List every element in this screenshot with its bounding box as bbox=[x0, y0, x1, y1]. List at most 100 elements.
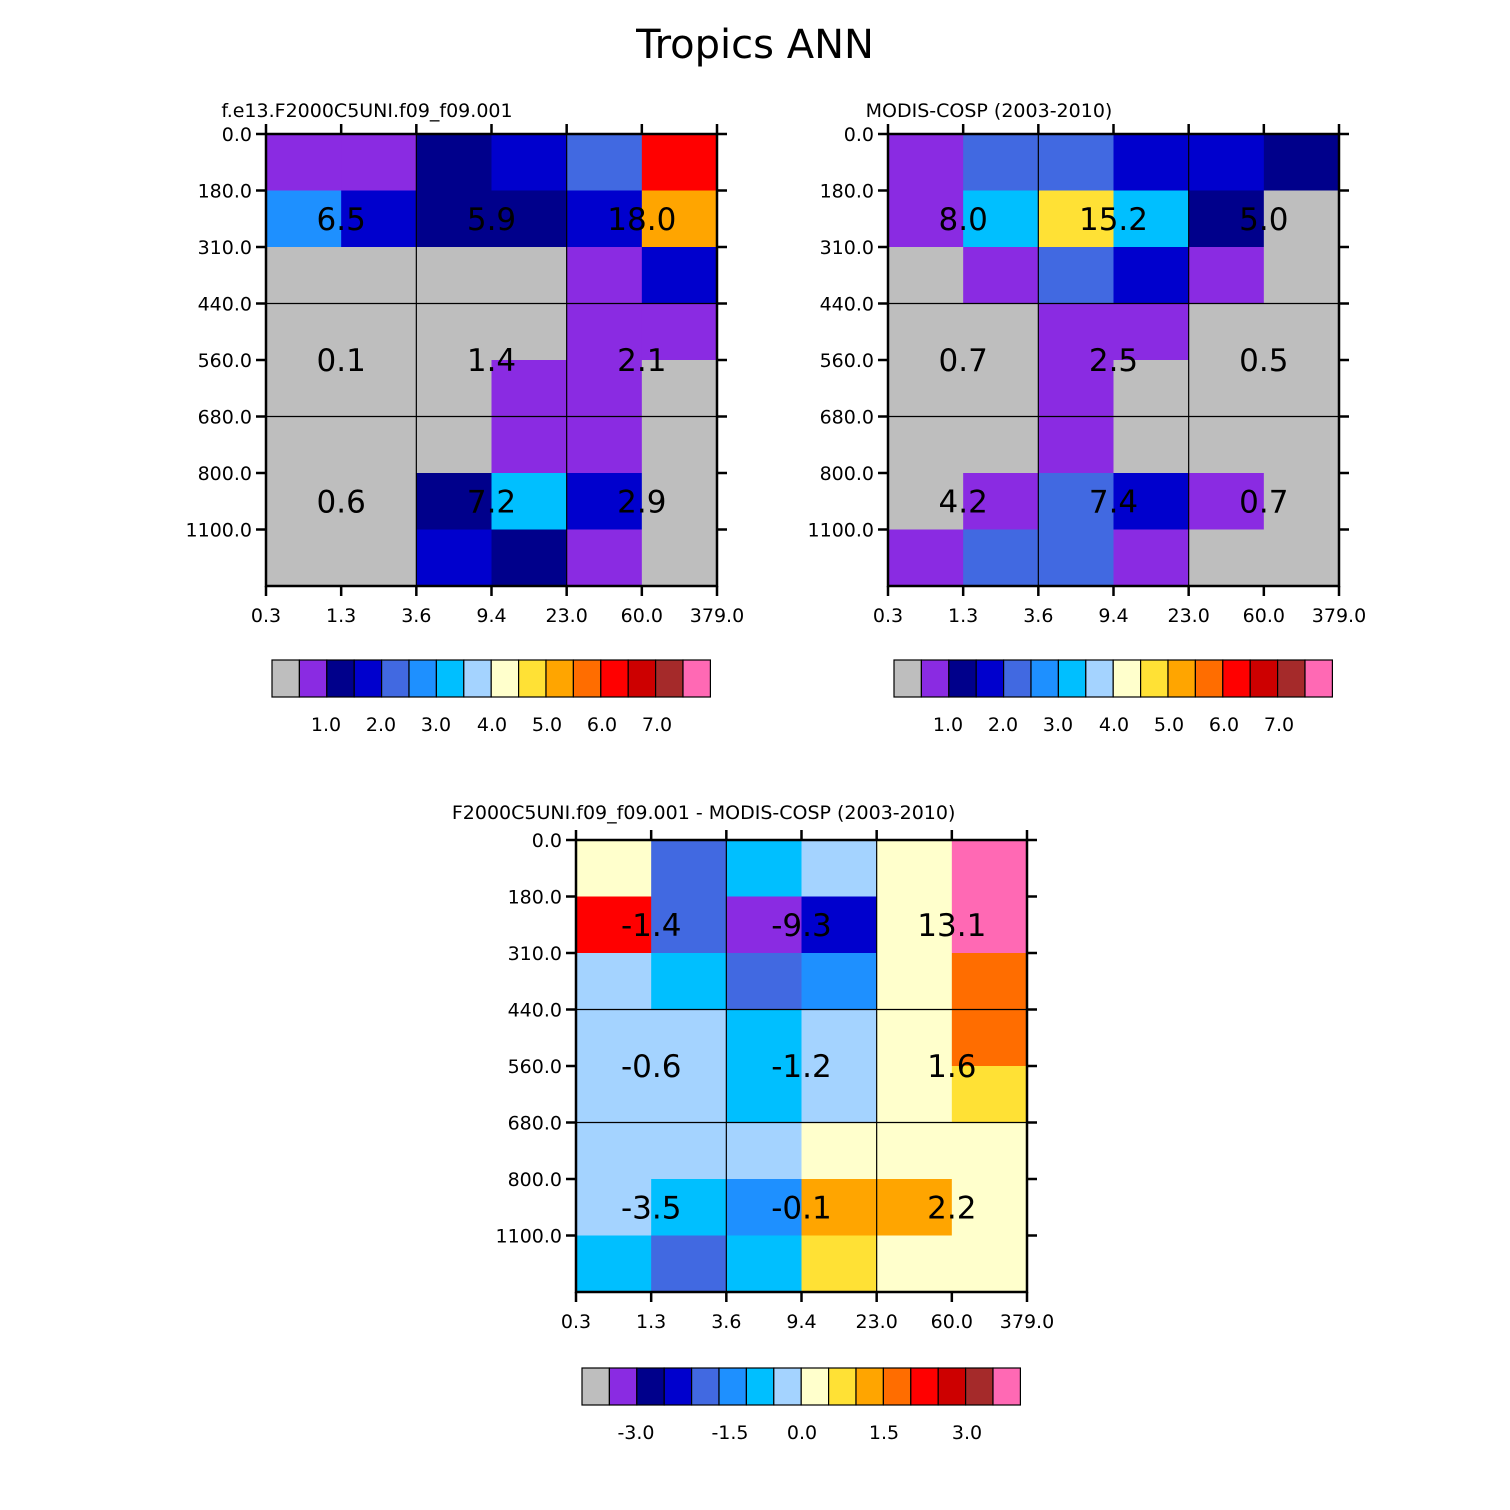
heatmap-cell bbox=[951, 840, 1028, 898]
colorbar-swatch bbox=[773, 1367, 802, 1406]
heatmap-cell bbox=[491, 473, 568, 531]
y-tick-label: 180.0 bbox=[508, 887, 562, 909]
y-tick-label: 440.0 bbox=[820, 294, 874, 316]
colorbar-label: -3.0 bbox=[617, 1422, 654, 1444]
heatmap-cell bbox=[801, 1122, 878, 1180]
colorbar-label: -1.5 bbox=[711, 1422, 748, 1444]
heatmap-cell bbox=[1188, 529, 1265, 587]
heatmap-cell bbox=[1188, 247, 1265, 305]
group-value-label: 4.2 bbox=[939, 484, 988, 520]
heatmap-cell bbox=[266, 473, 342, 531]
x-tick-label: 1.3 bbox=[636, 1311, 666, 1333]
group-value-label: -9.3 bbox=[771, 908, 832, 944]
group-value-label: 8.0 bbox=[939, 202, 988, 238]
y-axis: 0.0 180.0 310.0 440.0 560.0 680.0 800.0 1100.0 bbox=[186, 124, 727, 542]
heatmap-cell bbox=[266, 416, 342, 474]
heatmap-cell bbox=[641, 473, 718, 531]
colorbar-swatch bbox=[408, 659, 437, 698]
heatmap-cell bbox=[951, 1009, 1028, 1067]
figure-title: Tropics ANN bbox=[636, 22, 874, 68]
heatmap-cell bbox=[491, 190, 568, 248]
colorbar-label: 3.0 bbox=[1043, 714, 1073, 736]
colorbar-swatch bbox=[518, 659, 547, 698]
heatmap-cell bbox=[416, 247, 493, 305]
heatmap-cell bbox=[1263, 529, 1340, 587]
heatmap-cell bbox=[641, 247, 718, 305]
y-tick-label: 180.0 bbox=[820, 181, 874, 203]
heatmap-cell bbox=[1038, 190, 1115, 248]
colorbar-swatch bbox=[882, 1367, 912, 1406]
heatmap-cell bbox=[266, 134, 342, 192]
heatmap-cell bbox=[341, 416, 417, 474]
x-tick-label: 60.0 bbox=[1243, 605, 1285, 627]
heatmap-cell bbox=[491, 360, 568, 418]
heatmap-cell bbox=[1113, 134, 1190, 192]
x-axis: 0.3 1.3 3.6 9.4 23.0 60.0 379.0 bbox=[561, 830, 1054, 1333]
heatmap-cell bbox=[341, 190, 417, 248]
heatmap-cell bbox=[1113, 247, 1190, 305]
colorbar-swatch bbox=[572, 659, 602, 698]
heatmap-cell bbox=[801, 1235, 878, 1293]
colorbar-swatch bbox=[1167, 659, 1196, 698]
heatmap-cell bbox=[576, 840, 652, 898]
y-tick-label: 0.0 bbox=[844, 124, 874, 146]
heatmap-cell bbox=[566, 190, 643, 248]
heatmap-cell bbox=[651, 896, 727, 954]
group-value-label: -0.6 bbox=[621, 1049, 682, 1085]
heatmap-cell bbox=[801, 896, 878, 954]
heatmap-cell bbox=[1188, 190, 1265, 248]
heatmap-cell bbox=[1263, 134, 1340, 192]
heatmap-cell bbox=[951, 896, 1028, 954]
heatmap-cell bbox=[416, 360, 493, 418]
heatmap-cell bbox=[266, 190, 342, 248]
colorbar-swatch bbox=[490, 659, 520, 698]
y-tick-label: 0.0 bbox=[222, 124, 252, 146]
heatmap-cell bbox=[416, 134, 493, 192]
heatmap-cell bbox=[576, 1179, 652, 1237]
colorbar-swatch bbox=[828, 1367, 857, 1406]
colorbar-swatch bbox=[627, 659, 657, 698]
colorbar-label: 3.0 bbox=[421, 714, 451, 736]
y-tick-label: 180.0 bbox=[198, 181, 252, 203]
group-value-label: 15.2 bbox=[1079, 202, 1148, 238]
group-dividers bbox=[576, 840, 1027, 1292]
colorbar-swatch bbox=[718, 1367, 747, 1406]
heatmap-cell bbox=[566, 303, 643, 361]
colorbar-swatch bbox=[1276, 659, 1306, 698]
heatmap-cell bbox=[416, 473, 493, 531]
x-tick-label: 60.0 bbox=[931, 1311, 973, 1333]
heatmap-cell bbox=[726, 1122, 803, 1180]
x-tick-label: 379.0 bbox=[1000, 1311, 1054, 1333]
heatmap-cell bbox=[963, 134, 1039, 192]
heatmap-cell bbox=[576, 953, 652, 1011]
group-value-label: 0.6 bbox=[317, 484, 366, 520]
heatmap-cell bbox=[651, 953, 727, 1011]
group-dividers bbox=[888, 134, 1339, 586]
x-tick-label: 23.0 bbox=[856, 1311, 898, 1333]
colorbar-label: 5.0 bbox=[1154, 714, 1184, 736]
heatmap-cell bbox=[876, 1009, 953, 1067]
colorbar-swatch bbox=[1112, 659, 1142, 698]
heatmap-cell bbox=[566, 529, 643, 587]
colorbar-label: 7.0 bbox=[1264, 714, 1294, 736]
x-tick-label: 9.4 bbox=[476, 605, 506, 627]
x-tick-label: 3.6 bbox=[401, 605, 431, 627]
y-axis: 0.0 180.0 310.0 440.0 560.0 680.0 800.0 1100.0 bbox=[496, 830, 1037, 1248]
colorbar-swatch bbox=[636, 1367, 665, 1406]
y-tick-label: 440.0 bbox=[198, 294, 252, 316]
heatmap-cell bbox=[641, 360, 718, 418]
heatmap-cell bbox=[876, 1235, 953, 1293]
heatmap-cell bbox=[951, 953, 1028, 1011]
heatmap-cell bbox=[576, 1009, 652, 1067]
heatmap-cell bbox=[566, 473, 643, 531]
colorbar-swatch bbox=[745, 1367, 775, 1406]
group-value-label: 5.0 bbox=[1239, 202, 1288, 238]
panel-observation: MODIS-COSP (2003-2010) 8.0 15.2 5.00.7 2.5 0… bbox=[808, 100, 1367, 736]
heatmap-cell bbox=[876, 1122, 953, 1180]
x-axis: 0.3 1.3 3.6 9.4 23.0 60.0 379.0 bbox=[251, 124, 744, 627]
y-tick-label: 680.0 bbox=[198, 407, 252, 429]
colorbar-swatch bbox=[654, 659, 684, 698]
heatmap-cells bbox=[888, 134, 1340, 587]
heatmap-cell bbox=[1263, 303, 1340, 361]
